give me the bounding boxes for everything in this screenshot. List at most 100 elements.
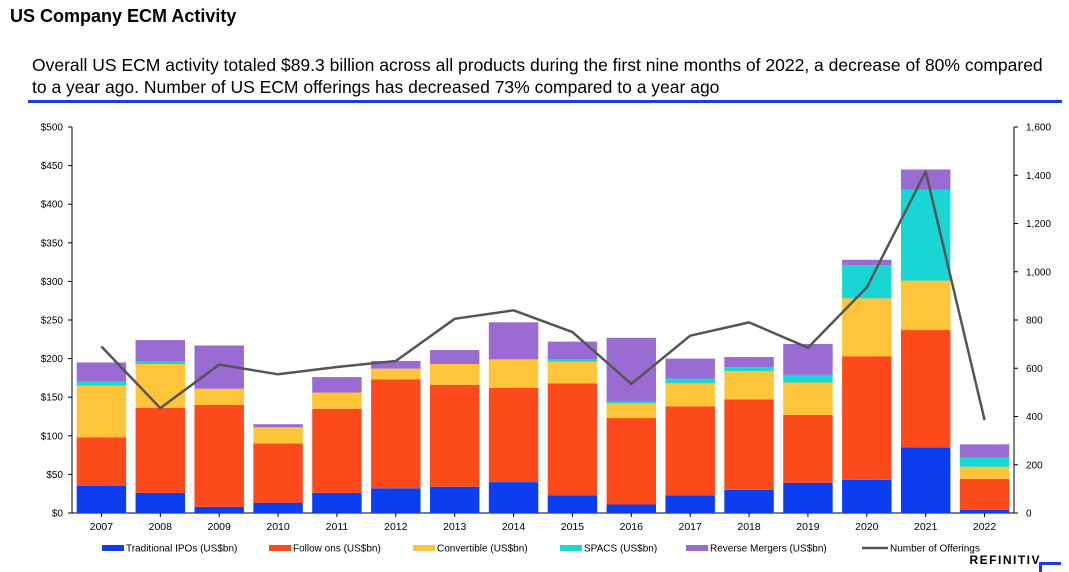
y-left-tick-label: $200 [41, 354, 64, 365]
bar-traditional-ipos [312, 492, 362, 513]
bar-follow-ons [194, 404, 244, 507]
bar-convertible [547, 361, 598, 384]
bar-follow-ons [547, 383, 598, 496]
y-left-tick-label: $50 [46, 470, 63, 481]
y-right-tick-label: 600 [1026, 364, 1043, 375]
y-right-tick-label: 200 [1026, 460, 1043, 471]
y-right-tick-label: 800 [1026, 316, 1043, 327]
bar-traditional-ipos [429, 486, 480, 513]
y-right-tick-label: 0 [1026, 509, 1032, 520]
legend-label: Reverse Mergers (US$bn) [710, 544, 827, 555]
y-right-tick-label: 400 [1026, 412, 1043, 423]
bar-convertible [724, 370, 774, 400]
bar-spacs [135, 361, 186, 365]
bar-convertible [253, 427, 303, 444]
bar-follow-ons [76, 437, 127, 486]
bar-convertible [194, 388, 244, 405]
bar-follow-ons [253, 443, 303, 503]
bar-follow-ons [724, 399, 774, 490]
bar-traditional-ipos [606, 504, 657, 513]
bar-reverse-mergers [724, 357, 774, 368]
bar-follow-ons [783, 414, 833, 483]
legend-label: SPACS (US$bn) [584, 544, 657, 555]
bar-traditional-ipos [842, 479, 892, 513]
bar-traditional-ipos [724, 489, 774, 513]
bar-spacs [665, 378, 715, 384]
bar-traditional-ipos [371, 488, 421, 513]
bar-reverse-mergers [253, 424, 303, 428]
bar-convertible [842, 298, 892, 357]
legend-label: Number of Offerings [890, 544, 980, 555]
headline-rule [28, 100, 1062, 103]
bar-follow-ons [488, 387, 539, 483]
bar-follow-ons [606, 418, 657, 505]
bar-traditional-ipos [665, 495, 715, 513]
x-tick-label: 2017 [679, 521, 703, 533]
bar-spacs [547, 359, 598, 362]
bar-reverse-mergers [783, 343, 833, 375]
y-right-tick-label: 1,600 [1026, 123, 1051, 134]
bar-reverse-mergers [371, 360, 421, 369]
y-left-tick-label: $400 [41, 200, 64, 211]
bar-convertible [371, 368, 421, 380]
bar-traditional-ipos [900, 447, 951, 513]
headline-summary: Overall US ECM activity totaled $89.3 bi… [32, 55, 1043, 97]
y-left-tick-label: $250 [41, 316, 64, 327]
bar-follow-ons [842, 356, 892, 480]
x-tick-label: 2010 [266, 521, 290, 533]
bar-traditional-ipos [488, 482, 539, 513]
bar-reverse-mergers [959, 444, 1010, 458]
bar-spacs [76, 381, 127, 386]
bar-follow-ons [959, 479, 1010, 510]
bar-reverse-mergers [135, 340, 186, 362]
y-left-tick-label: $0 [52, 509, 64, 520]
bar-follow-ons [429, 384, 480, 487]
bar-reverse-mergers [312, 377, 362, 393]
legend-label: Traditional IPOs (US$bn) [126, 544, 237, 555]
bar-reverse-mergers [900, 169, 951, 190]
bar-convertible [606, 403, 657, 419]
bar-traditional-ipos [135, 492, 186, 513]
page-title: US Company ECM Activity [10, 6, 237, 26]
bar-convertible [488, 359, 539, 388]
x-tick-label: 2009 [208, 521, 232, 533]
legend-swatch [102, 545, 124, 551]
x-tick-label: 2016 [620, 521, 644, 533]
bar-follow-ons [135, 408, 186, 493]
bar-convertible [665, 383, 715, 407]
bar-reverse-mergers [665, 358, 715, 379]
legend-label: Convertible (US$bn) [437, 544, 528, 555]
bar-spacs [959, 457, 1010, 467]
bar-follow-ons [312, 408, 362, 493]
y-right-tick-label: 1,000 [1026, 267, 1051, 278]
x-tick-label: 2013 [443, 521, 467, 533]
x-tick-label: 2014 [502, 521, 526, 533]
y-left-tick-label: $500 [41, 123, 64, 134]
y-left-tick-label: $450 [41, 161, 64, 172]
bar-traditional-ipos [194, 506, 244, 513]
legend-swatch [686, 545, 708, 551]
bar-follow-ons [900, 330, 951, 448]
x-tick-label: 2007 [90, 521, 114, 533]
bar-traditional-ipos [253, 502, 303, 513]
x-tick-label: 2015 [561, 521, 585, 533]
offerings-line [100, 170, 986, 421]
bar-follow-ons [665, 406, 715, 496]
bar-reverse-mergers [488, 322, 539, 360]
x-tick-label: 2019 [796, 521, 820, 533]
x-tick-label: 2021 [914, 521, 938, 533]
y-left-tick-label: $350 [41, 238, 64, 249]
y-right-tick-label: 1,200 [1026, 219, 1051, 230]
bar-convertible [429, 364, 480, 385]
bar-convertible [312, 392, 362, 409]
bar-follow-ons [371, 379, 421, 489]
y-left-tick-label: $100 [41, 431, 64, 442]
x-tick-label: 2008 [149, 521, 173, 533]
bar-traditional-ipos [547, 495, 598, 513]
refinitiv-logo: REFINITIV [969, 553, 1041, 567]
x-tick-label: 2011 [326, 521, 349, 533]
bar-convertible [959, 466, 1010, 480]
bar-spacs [842, 265, 892, 299]
legend-swatch [413, 545, 435, 551]
bar-reverse-mergers [547, 341, 598, 360]
